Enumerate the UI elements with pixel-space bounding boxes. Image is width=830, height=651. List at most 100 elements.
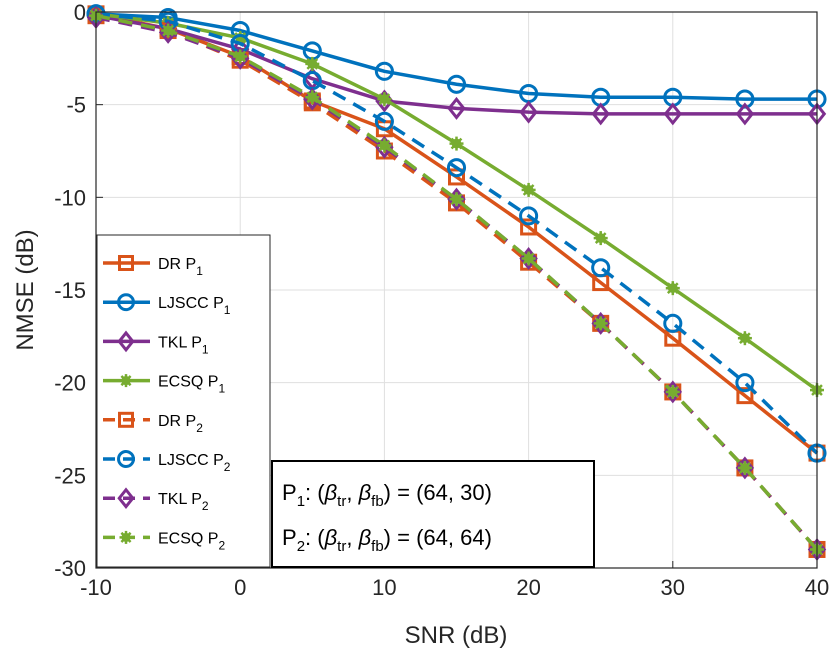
legend-marker (118, 255, 134, 271)
data-point (161, 23, 176, 38)
annotation-frame (271, 460, 595, 568)
legend-marker (117, 293, 135, 312)
data-point (233, 49, 248, 64)
anno1-beta-fb: β (358, 480, 372, 505)
marker-spoke (739, 332, 751, 345)
marker-spoke (522, 184, 535, 196)
marker-spoke (234, 50, 247, 63)
anno1-p-sub: 1 (297, 493, 305, 510)
data-point (521, 182, 536, 197)
anno2-comma: , (346, 525, 358, 550)
legend-label: LJSCC P2 (158, 452, 231, 474)
anno1-rest: ) = (64, 30) (384, 480, 492, 505)
marker-spoke (450, 137, 463, 150)
data-point (593, 231, 608, 246)
data-point (374, 61, 394, 81)
data-point (735, 456, 755, 480)
data-point (446, 74, 467, 94)
series-line (95, 12, 817, 101)
axis-ticks: -10 0 10 20 30 40 0 -5 -10 -15 -20 -25 -30 (54, 0, 829, 600)
series-ljscc-p2 (86, 4, 827, 463)
data-point (737, 460, 752, 475)
annotation-box: P1: (βtr, βfb) = (64, 30) P2: (βtr, βfb)… (271, 460, 595, 568)
marker-spoke (450, 193, 463, 206)
legend-marker (117, 487, 135, 510)
data-point (665, 281, 680, 296)
data-point (591, 311, 610, 335)
data-point (593, 316, 608, 331)
x-tick-label: 40 (805, 575, 829, 600)
legend-label: ECSQ P1 (158, 374, 225, 396)
anno2-beta-tr: β (324, 525, 338, 550)
marker-spoke (306, 58, 319, 70)
data-point (591, 102, 610, 126)
anno2-rest: ) = (64, 64) (384, 525, 492, 550)
legend-label: TKL P2 (158, 491, 209, 513)
anno1-beta-tr: β (324, 480, 338, 505)
data-point (521, 251, 536, 266)
legend-entries: DR P1 LJSCC P1 TKL P1 ECSQ P1 DR P2 LJSCC P2 T… (103, 255, 231, 552)
series-line (95, 13, 817, 116)
y-tick-label: -5 (66, 93, 86, 118)
data-point (519, 206, 539, 226)
y-tick-label: -15 (54, 278, 86, 303)
data-point (305, 90, 320, 105)
anno1-colon: : ( (305, 480, 325, 505)
legend-label: ECSQ P2 (158, 530, 225, 552)
data-point (449, 136, 464, 151)
data-point (736, 387, 754, 405)
annotation-line-2: P2: (βtr, βfb) = (64, 64) (282, 525, 492, 555)
y-tick-label: -25 (54, 463, 86, 488)
data-point (663, 313, 683, 333)
x-tick-label: 10 (372, 575, 396, 600)
x-tick-label: 20 (516, 575, 540, 600)
legend-entry-ljscc-p2: LJSCC P2 (103, 450, 231, 474)
legend-entry-dr-p1: DR P1 (103, 255, 203, 278)
x-axis-title: SNR (dB) (405, 622, 508, 649)
y-tick-label: -30 (54, 556, 86, 581)
marker-spoke (594, 232, 607, 244)
legend-marker (119, 374, 133, 388)
x-tick-label: -10 (80, 575, 112, 600)
marker-spoke (666, 386, 679, 398)
data-point (448, 168, 465, 186)
anno1-comma: , (346, 480, 358, 505)
annotation-line-1: P1: (βtr, βfb) = (64, 30) (282, 480, 492, 510)
legend: DR P1 LJSCC P1 TKL P1 ECSQ P1 DR P2 LJSCC P2 T… (96, 234, 271, 568)
series-line (95, 13, 819, 551)
legend-entry-ecsq-p1: ECSQ P1 (103, 374, 225, 396)
legend-label: DR P1 (158, 256, 203, 278)
legend-marker (117, 330, 135, 353)
y-tick-label: 0 (74, 0, 86, 25)
data-point (519, 246, 538, 270)
series-ecsq-p2 (89, 8, 824, 557)
data-point (737, 331, 752, 346)
legend-marker (117, 450, 135, 468)
marker-spoke (378, 139, 391, 152)
anno1-fb: fb (371, 493, 384, 510)
data-point (663, 102, 683, 126)
y-tick-label: -20 (54, 371, 86, 396)
data-point (377, 92, 392, 107)
legend-entry-ecsq-p2: ECSQ P2 (103, 530, 225, 552)
marker-spoke (306, 91, 319, 104)
legend-box (96, 234, 271, 568)
y-tick-label: -10 (54, 185, 86, 210)
data-point (519, 100, 538, 124)
anno2-fb: fb (371, 538, 384, 555)
anno2-p-sub: 2 (297, 538, 305, 555)
data-point (735, 373, 755, 393)
data-point (449, 192, 464, 207)
marker-spoke (594, 317, 607, 330)
legend-entry-tkl-p2: TKL P2 (103, 487, 209, 513)
data-point (374, 111, 394, 131)
anno1-tr: tr (337, 493, 346, 510)
series-line (95, 12, 819, 455)
data-point (735, 102, 755, 126)
anno2-beta-fb: β (358, 525, 372, 550)
marker-spoke (120, 375, 132, 387)
anno2-tr: tr (337, 538, 346, 555)
data-point (447, 96, 466, 120)
marker-spoke (162, 24, 174, 37)
